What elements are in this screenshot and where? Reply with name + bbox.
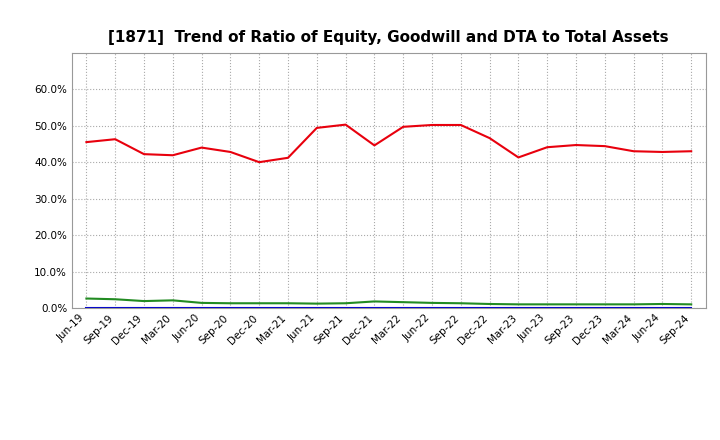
Equity [168,153,177,158]
Deferred Tax Assets [82,296,91,301]
Deferred Tax Assets [111,297,120,302]
Equity [197,145,206,150]
Deferred Tax Assets [341,301,350,306]
Goodwill [629,305,638,311]
Equity [514,155,523,160]
Goodwill [255,305,264,311]
Goodwill [341,305,350,311]
Equity [111,136,120,142]
Goodwill [658,305,667,311]
Equity [370,143,379,148]
Equity [399,124,408,129]
Equity [600,143,609,149]
Equity [284,155,292,161]
Equity [629,149,638,154]
Equity [658,149,667,154]
Goodwill [600,305,609,311]
Deferred Tax Assets [543,302,552,307]
Line: Equity: Equity [86,125,691,162]
Goodwill [284,305,292,311]
Deferred Tax Assets [456,301,465,306]
Equity [140,151,148,157]
Equity [341,122,350,127]
Equity [687,149,696,154]
Deferred Tax Assets [514,302,523,307]
Deferred Tax Assets [658,301,667,307]
Equity [312,125,321,131]
Title: [1871]  Trend of Ratio of Equity, Goodwill and DTA to Total Assets: [1871] Trend of Ratio of Equity, Goodwil… [109,29,669,45]
Goodwill [687,305,696,311]
Goodwill [456,305,465,311]
Equity [82,139,91,145]
Deferred Tax Assets [428,300,436,305]
Deferred Tax Assets [629,302,638,307]
Goodwill [370,305,379,311]
Deferred Tax Assets [168,298,177,303]
Deferred Tax Assets [687,302,696,307]
Deferred Tax Assets [600,302,609,307]
Goodwill [485,305,494,311]
Deferred Tax Assets [485,301,494,307]
Goodwill [399,305,408,311]
Deferred Tax Assets [312,301,321,306]
Deferred Tax Assets [255,301,264,306]
Goodwill [82,305,91,311]
Goodwill [428,305,436,311]
Goodwill [514,305,523,311]
Line: Deferred Tax Assets: Deferred Tax Assets [86,298,691,304]
Goodwill [111,305,120,311]
Goodwill [572,305,580,311]
Deferred Tax Assets [370,299,379,304]
Deferred Tax Assets [226,301,235,306]
Goodwill [197,305,206,311]
Equity [226,149,235,154]
Goodwill [226,305,235,311]
Deferred Tax Assets [399,300,408,305]
Goodwill [140,305,148,311]
Equity [456,122,465,128]
Goodwill [543,305,552,311]
Deferred Tax Assets [284,301,292,306]
Deferred Tax Assets [140,298,148,304]
Deferred Tax Assets [572,302,580,307]
Goodwill [168,305,177,311]
Equity [255,160,264,165]
Equity [428,122,436,128]
Equity [543,145,552,150]
Equity [485,136,494,141]
Deferred Tax Assets [197,300,206,305]
Equity [572,143,580,148]
Goodwill [312,305,321,311]
